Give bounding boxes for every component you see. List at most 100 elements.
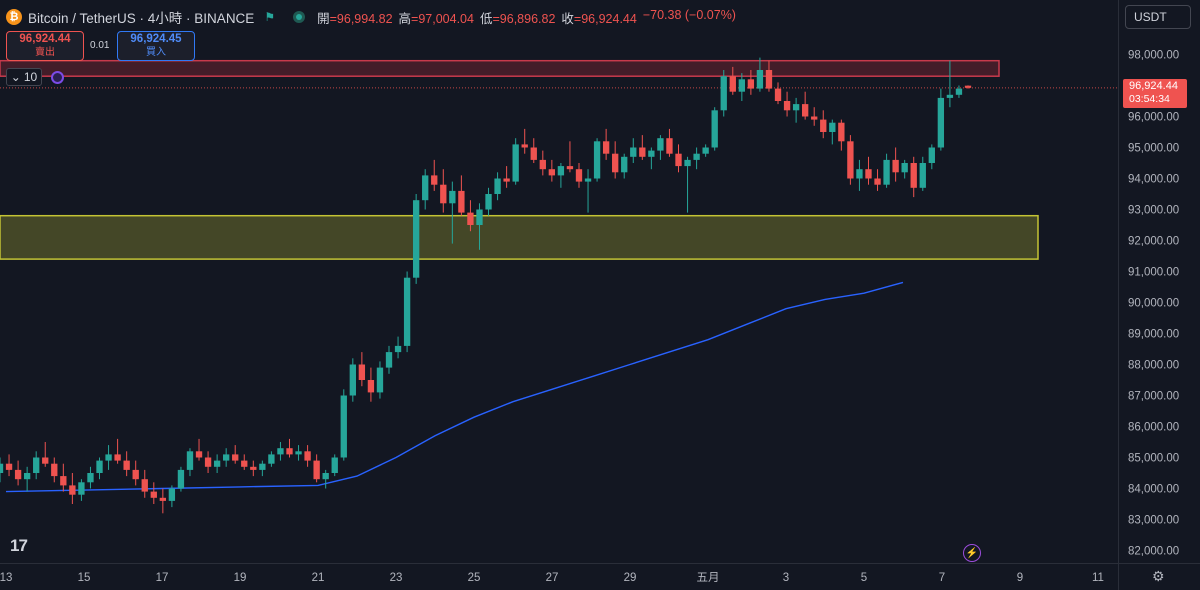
lightning-icon[interactable]: ⚡ [963, 544, 981, 562]
y-tick-label: 94,000.00 [1128, 174, 1179, 186]
lot-size-value: 10 [23, 70, 38, 84]
high-value: =97,004.04 [411, 11, 474, 26]
high-label: 高 [398, 11, 412, 26]
candle-body [250, 466, 257, 470]
candle-body [349, 364, 356, 396]
candle-body [69, 485, 76, 495]
sell-button[interactable]: 96,924.44 賣出 [6, 31, 84, 61]
candle-body [42, 457, 49, 464]
symbol-title[interactable]: Bitcoin / TetherUS · 4小時 · BINANCE [28, 11, 255, 26]
y-tick-label: 85,000.00 [1128, 453, 1179, 465]
candle-body [829, 122, 836, 132]
currency-selector[interactable]: USDT [1125, 5, 1191, 29]
alert-ring-icon[interactable] [51, 71, 64, 84]
candle-body [467, 212, 474, 225]
candle-body [675, 153, 682, 167]
x-tick-label: 13 [0, 572, 12, 584]
candle-body [584, 178, 592, 182]
y-tick-label: 89,000.00 [1128, 329, 1179, 341]
x-tick-label: 25 [468, 572, 481, 584]
candle-body [838, 122, 845, 142]
flag-icon[interactable]: ⚑ [264, 10, 276, 24]
last-price-value: 96,924.44 [1129, 80, 1178, 92]
ohlc-readout: 開=96,994.82 高=97,004.04 低=96,896.82 收=96… [317, 8, 736, 27]
candle-body [720, 76, 727, 111]
candle-body [449, 190, 456, 204]
moving-average-line [5, 281, 904, 493]
candle-body [458, 190, 465, 213]
resistance-zone [0, 59, 1000, 77]
tradingview-logo[interactable]: 17 [10, 536, 28, 555]
candle-body [892, 159, 899, 173]
y-tick-label: 82,000.00 [1128, 546, 1179, 558]
candle-body [150, 491, 157, 498]
candle-body [340, 395, 347, 458]
candle-body [865, 169, 872, 179]
x-tick-label: 19 [234, 572, 247, 584]
candle-body [159, 497, 167, 501]
candle-body [774, 88, 782, 101]
candle-body [259, 463, 266, 470]
candle-body [503, 178, 510, 182]
candle-body [901, 163, 908, 173]
candle-body [928, 147, 935, 163]
y-tick-label: 87,000.00 [1128, 391, 1179, 403]
buy-label: 買入 [146, 47, 166, 58]
low-label: 低 [479, 11, 493, 26]
x-tick-label: 21 [312, 572, 325, 584]
candle-body [711, 110, 718, 148]
last-price-tag: 96,924.44 03:54:34 [1123, 79, 1187, 108]
candle-body [241, 460, 248, 467]
market-status-icon[interactable] [293, 11, 306, 23]
candle-body [268, 454, 275, 464]
candle-body [666, 138, 673, 154]
y-tick-label: 93,000.00 [1128, 205, 1179, 217]
candle-body [322, 473, 329, 480]
change-value: −70.38 (−0.07%) [642, 7, 736, 22]
support-zone [0, 214, 1039, 260]
y-tick-label: 84,000.00 [1128, 484, 1179, 496]
y-tick-label: 90,000.00 [1128, 298, 1179, 310]
candle-body [820, 119, 827, 132]
candle-body [539, 159, 546, 170]
candle-body [883, 159, 890, 185]
candle-body [756, 70, 764, 89]
candle-body [747, 79, 755, 89]
y-tick-label: 98,000.00 [1128, 50, 1179, 62]
candle-body [114, 454, 121, 461]
candle-body [612, 153, 619, 173]
candle-body [78, 482, 85, 495]
candle-body [431, 175, 438, 185]
candle-body [964, 85, 972, 88]
candle-body [684, 159, 691, 167]
candle-body [530, 147, 537, 160]
y-tick-label: 92,000.00 [1128, 236, 1179, 248]
candle-body [557, 166, 565, 176]
candle-body [422, 175, 429, 201]
sell-label: 賣出 [35, 47, 55, 58]
x-tick-label: 27 [546, 572, 559, 584]
candle-body [60, 476, 67, 486]
buy-button[interactable]: 96,924.45 買入 [117, 31, 195, 61]
candle-body [412, 200, 420, 278]
y-tick-label: 96,000.00 [1128, 112, 1179, 124]
candle-body [277, 448, 284, 455]
sell-price: 96,924.44 [19, 33, 71, 45]
y-tick-label: 91,000.00 [1128, 267, 1179, 279]
lot-size-selector[interactable]: ⌄ 10 [6, 68, 42, 86]
x-tick-label: 7 [939, 572, 945, 584]
candle-body [648, 150, 655, 157]
candle-body [494, 178, 501, 194]
candle-body [765, 70, 773, 89]
candle-body [105, 454, 112, 461]
bar-countdown: 03:54:34 [1129, 93, 1170, 105]
x-tick-label: 9 [1017, 572, 1023, 584]
candle-body [0, 463, 4, 473]
close-label: 收 [561, 11, 574, 26]
candle-body [186, 451, 194, 470]
candle-body [403, 277, 411, 346]
candle-body [639, 147, 646, 157]
gear-icon[interactable]: ⚙ [1152, 568, 1165, 584]
